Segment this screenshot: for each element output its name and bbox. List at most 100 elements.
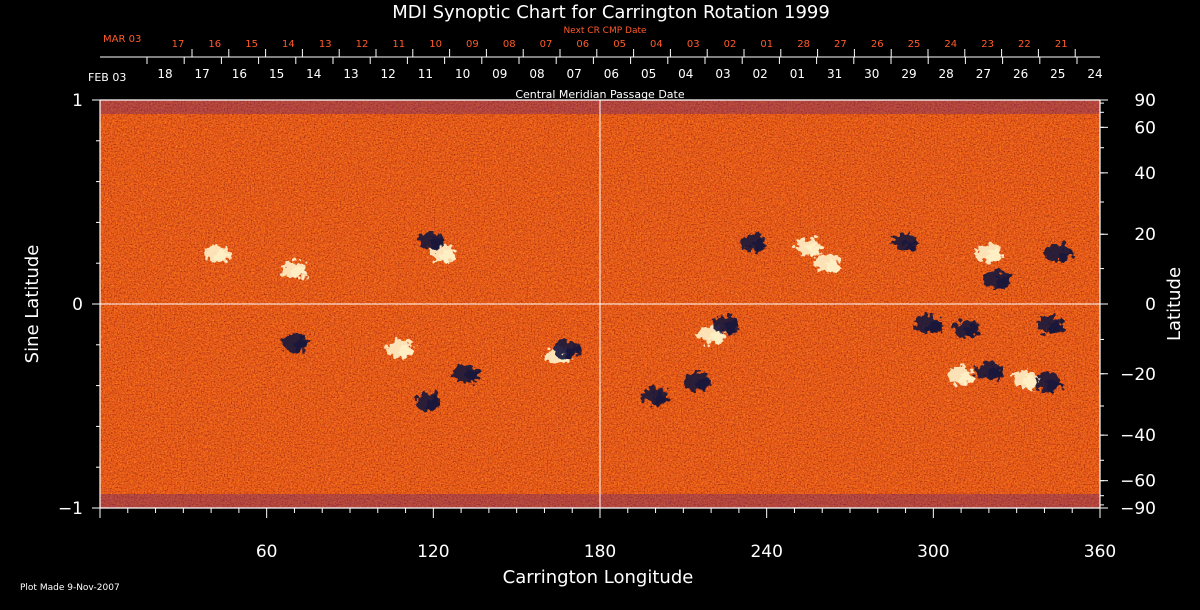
region-negative-14-lobe bbox=[751, 239, 766, 252]
plot-made-label: Plot Made 9-Nov-2007 bbox=[20, 583, 120, 593]
region-positive-7-lobe bbox=[293, 266, 308, 279]
region-positive-22-lobe bbox=[1024, 376, 1038, 389]
region-negative-23-lobe bbox=[1049, 321, 1063, 334]
lat-tick-label: 20 bbox=[1134, 225, 1156, 245]
region-positive-26-lobe bbox=[987, 250, 1002, 262]
next-cr-date-label: 03 bbox=[687, 39, 700, 50]
region-positive-19-lobe bbox=[960, 372, 975, 385]
region-negative-5-lobe bbox=[565, 345, 580, 358]
cmp-date-label: 29 bbox=[901, 67, 916, 81]
region-negative-21-lobe bbox=[1046, 378, 1061, 391]
cmp-date-label: 02 bbox=[753, 67, 768, 81]
next-cr-date-label: 24 bbox=[944, 39, 957, 50]
y-axis-label-right: Latitude bbox=[1164, 267, 1185, 341]
cmp-axis-label: Central Meridian Passage Date bbox=[515, 88, 684, 101]
next-cr-date-label: 04 bbox=[650, 39, 663, 50]
cmp-month-label: FEB 03 bbox=[88, 71, 126, 84]
region-negative-13-lobe bbox=[654, 392, 669, 405]
region-positive-15-lobe bbox=[807, 243, 822, 256]
next-cr-date-label: 09 bbox=[466, 39, 479, 50]
lat-tick-label: 60 bbox=[1134, 118, 1156, 138]
next-cr-date-label: 08 bbox=[503, 39, 516, 50]
region-negative-4-lobe bbox=[426, 398, 441, 411]
next-cr-date-label: 17 bbox=[172, 39, 185, 50]
next-cr-date-label: 10 bbox=[429, 39, 442, 50]
y-tick-left-label: 0 bbox=[72, 295, 83, 315]
cmp-date-label: 13 bbox=[343, 67, 358, 81]
y-tick-left-label: −1 bbox=[58, 499, 83, 519]
lat-tick-label: −90 bbox=[1120, 499, 1156, 519]
x-axis-label: Carrington Longitude bbox=[503, 567, 694, 588]
x-tick-label: 60 bbox=[256, 542, 278, 562]
cmp-date-label: 28 bbox=[939, 67, 954, 81]
next-cr-month-label: MAR 03 bbox=[103, 34, 141, 45]
cmp-date-label: 30 bbox=[864, 67, 879, 81]
cmp-date-label: 14 bbox=[306, 67, 321, 81]
lat-tick-label: 90 bbox=[1134, 91, 1156, 111]
cmp-date-label: 08 bbox=[529, 67, 544, 81]
region-positive-6-lobe bbox=[215, 250, 230, 262]
next-cr-date-label: 25 bbox=[908, 39, 921, 50]
cmp-date-label: 01 bbox=[790, 67, 805, 81]
active-regions bbox=[203, 231, 1072, 411]
next-cr-date-label: 06 bbox=[576, 39, 589, 50]
next-cr-date-label: 16 bbox=[208, 39, 221, 50]
cmp-date-label: 03 bbox=[715, 67, 730, 81]
next-cr-date-label: 11 bbox=[392, 39, 405, 50]
lat-tick-label: 0 bbox=[1145, 295, 1156, 315]
next-cr-date-label: 27 bbox=[834, 39, 847, 50]
cmp-date-label: 27 bbox=[976, 67, 991, 81]
cmp-date-label: 26 bbox=[1013, 67, 1028, 81]
lat-tick-label: 40 bbox=[1134, 164, 1156, 184]
next-cr-date-label: 22 bbox=[1018, 39, 1031, 50]
next-cr-axis-label: Next CR CMP Date bbox=[563, 26, 647, 36]
region-negative-25-lobe bbox=[1057, 250, 1072, 262]
region-negative-18-lobe bbox=[965, 325, 980, 338]
next-cr-date-label: 23 bbox=[981, 39, 994, 50]
next-cr-date-label: 26 bbox=[871, 39, 884, 50]
next-cr-date-label: 07 bbox=[540, 39, 553, 50]
region-positive-10-lobe bbox=[710, 331, 725, 344]
axes: 60 120 180 240 300 36010−1906040200−20−40−60−… bbox=[58, 39, 1156, 562]
lat-tick-label: −20 bbox=[1120, 365, 1156, 385]
cmp-date-label: 04 bbox=[678, 67, 693, 81]
next-cr-date-label: 12 bbox=[356, 39, 369, 50]
cmp-date-label: 06 bbox=[604, 67, 619, 81]
x-tick-label: 300 bbox=[917, 542, 949, 562]
lat-tick-label: −40 bbox=[1120, 426, 1156, 446]
cmp-date-label: 24 bbox=[1087, 67, 1102, 81]
region-negative-17-lobe bbox=[926, 321, 941, 334]
cmp-date-label: 18 bbox=[157, 67, 172, 81]
cmp-date-label: 09 bbox=[492, 67, 507, 81]
region-negative-12-lobe bbox=[696, 378, 711, 391]
next-cr-date-label: 28 bbox=[797, 39, 810, 50]
next-cr-date-label: 21 bbox=[1055, 39, 1068, 50]
region-negative-20-lobe bbox=[987, 368, 1002, 381]
region-positive-1-lobe bbox=[440, 250, 455, 262]
cmp-date-label: 05 bbox=[641, 67, 656, 81]
next-cr-date-label: 01 bbox=[760, 39, 773, 50]
region-negative-11-lobe bbox=[724, 321, 738, 334]
region-negative-27-lobe bbox=[904, 239, 919, 252]
next-cr-date-label: 15 bbox=[245, 39, 258, 50]
region-positive-16-lobe bbox=[826, 260, 841, 273]
region-positive-9-lobe bbox=[399, 345, 413, 358]
y-axis-label-left: Sine Latitude bbox=[22, 245, 43, 364]
cmp-date-label: 10 bbox=[455, 67, 470, 81]
x-tick-label: 240 bbox=[750, 542, 782, 562]
chart-title: MDI Synoptic Chart for Carrington Rotati… bbox=[392, 2, 830, 23]
cmp-date-label: 17 bbox=[195, 67, 210, 81]
y-tick-left-label: 1 bbox=[72, 91, 83, 111]
cmp-date-label: 16 bbox=[232, 67, 247, 81]
region-negative-8-lobe bbox=[293, 339, 308, 352]
x-tick-label: 120 bbox=[417, 542, 449, 562]
cmp-date-label: 12 bbox=[381, 67, 396, 81]
cmp-date-label: 11 bbox=[418, 67, 433, 81]
region-negative-2-lobe bbox=[429, 237, 444, 250]
cmp-date-label: 15 bbox=[269, 67, 284, 81]
cmp-date-label: 07 bbox=[567, 67, 582, 81]
grid bbox=[100, 100, 1100, 508]
next-cr-date-label: 02 bbox=[724, 39, 737, 50]
